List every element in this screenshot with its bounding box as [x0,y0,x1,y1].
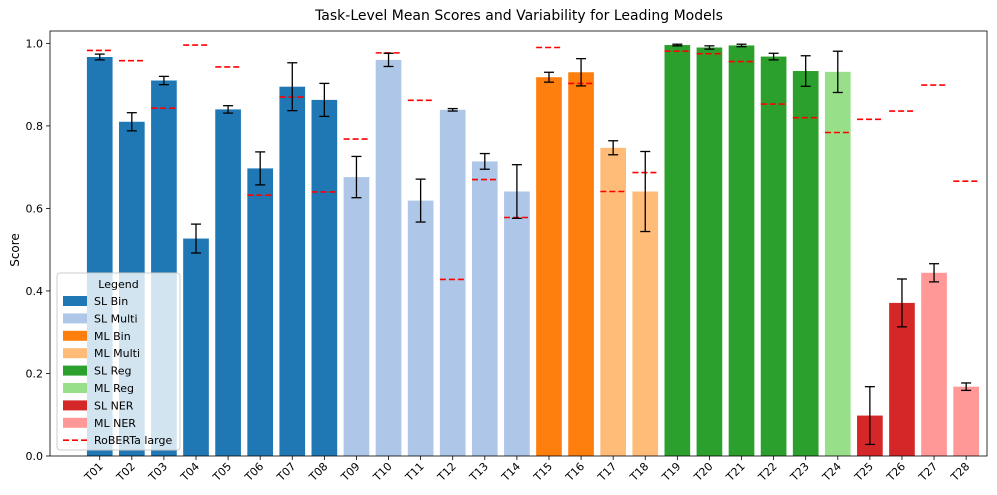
legend-label-sl-ner: SL NER [94,399,134,412]
legend: Legend SL Bin SL Multi ML Bin ML Multi SL Reg… [56,272,181,451]
x-tick-label: T27 [916,460,941,485]
bar-t13 [471,161,498,456]
x-tick-label: T10 [370,460,395,485]
y-tick-label: 0.2 [26,367,44,380]
bar-t23 [792,71,819,457]
bar-t27 [921,272,947,456]
x-tick-label: T07 [274,460,299,485]
x-tick-label: T03 [145,460,170,485]
bar-t15 [536,77,562,456]
legend-swatch-sl-multi [63,313,87,324]
bar-t10 [375,59,402,457]
y-tick-label: 0.0 [26,450,44,463]
x-tick-label: T14 [498,460,523,485]
x-tick-label: T05 [210,460,235,485]
legend-label-sl-bin: SL Bin [94,295,128,308]
legend-swatch-ml-multi [63,348,87,359]
legend-label-roberta-large: RoBERTa large [94,434,172,447]
axes-frame [49,30,988,457]
bar-t19 [664,45,691,457]
bar-t11 [407,200,434,456]
x-tick-label: T25 [851,460,876,485]
x-tick-label: T24 [819,460,844,485]
x-tick-label: T22 [755,460,780,485]
x-tick-label: T19 [659,460,684,485]
x-tick-label: T13 [466,460,491,485]
x-tick-label: T18 [627,460,652,485]
bar-t22 [760,56,787,457]
bar-t18 [632,191,659,456]
x-tick-label: T21 [723,460,748,485]
x-tick-label: T01 [81,460,106,485]
x-tick-label: T02 [113,460,138,485]
bar-t04 [183,238,209,456]
bar-t07 [279,86,306,456]
x-tick-label: T08 [306,460,331,485]
bar-t16 [568,72,594,456]
x-tick-label: T15 [531,460,556,485]
bar-t26 [889,302,915,456]
bar-t14 [504,191,530,456]
x-tick-label: T17 [595,460,620,485]
bar-t08 [311,99,338,456]
x-tick-label: T11 [402,460,427,485]
bar-t24 [824,71,851,456]
legend-label-ml-bin: ML Bin [94,330,131,343]
legend-swatch-sl-bin [63,296,87,306]
legend-title: Legend [98,278,138,291]
legend-label-ml-ner: ML NER [94,417,136,430]
bar-t28 [953,386,979,456]
legend-swatch-ml-ner [63,417,87,428]
legend-label-ml-reg: ML Reg [94,382,134,395]
legend-swatch-ml-bin [63,330,87,341]
bar-t20 [696,47,723,457]
bar-t06 [247,168,274,457]
bar-t21 [728,45,755,457]
y-tick-label: 0.4 [26,285,44,298]
x-tick-label: T12 [434,460,459,485]
legend-label-ml-multi: ML Multi [94,347,140,360]
x-tick-label: T28 [948,460,973,485]
x-tick-label: T16 [563,460,588,485]
x-tick-label: T20 [691,460,716,485]
legend-swatch-ml-reg [63,383,87,393]
bar-t05 [215,109,241,456]
legend-box [56,272,181,451]
x-tick-label: T23 [787,460,812,485]
y-tick-label: 0.6 [26,202,44,215]
bar-t09 [343,177,370,456]
x-tick-label: T06 [242,460,267,485]
chart-title: Task-Level Mean Scores and Variability f… [314,8,723,24]
y-tick-label: 0.8 [26,120,44,133]
x-tick-label: T09 [338,460,363,485]
legend-label-sl-multi: SL Multi [94,312,138,325]
bar-t17 [600,147,626,456]
x-tick-label: T26 [884,460,909,485]
y-axis-label: Score [8,233,22,267]
bar-t12 [439,109,466,457]
x-tick-label: T04 [178,460,203,485]
legend-swatch-sl-ner [63,400,87,411]
legend-label-sl-reg: SL Reg [94,365,132,378]
y-tick-label: 1.0 [26,37,44,50]
legend-swatch-sl-reg [63,365,87,376]
